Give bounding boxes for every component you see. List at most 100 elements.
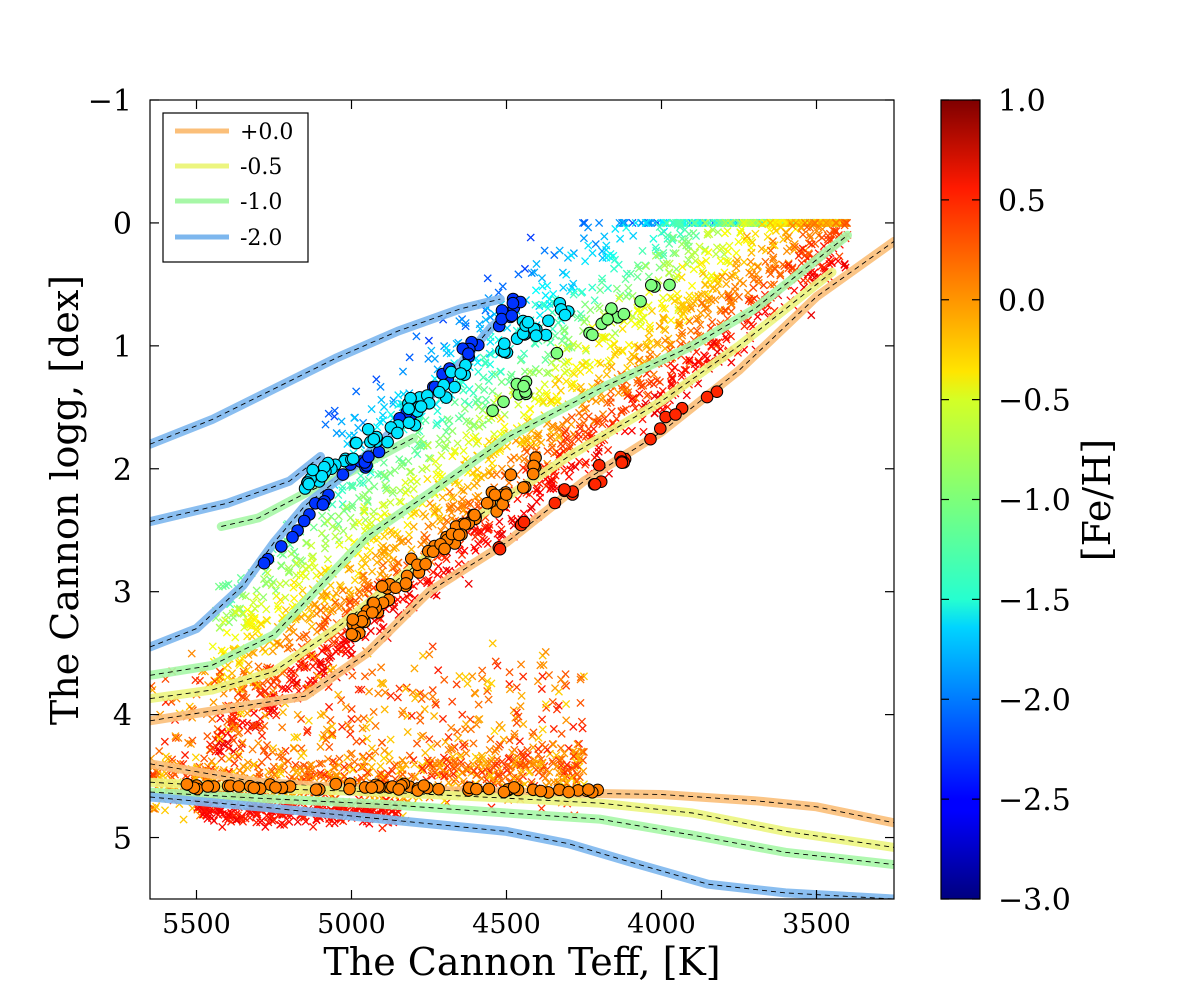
calibrator-point bbox=[329, 777, 343, 791]
scatter-point bbox=[378, 678, 387, 687]
scatter-point bbox=[542, 388, 551, 397]
scatter-point bbox=[685, 356, 694, 365]
scatter-point bbox=[665, 259, 674, 268]
scatter-point bbox=[753, 262, 762, 272]
scatter-point bbox=[595, 218, 604, 227]
scatter-point bbox=[702, 256, 711, 265]
calibrator-point bbox=[247, 781, 261, 795]
scatter-point bbox=[461, 673, 470, 682]
calibrator-point bbox=[526, 467, 540, 481]
scatter-point bbox=[435, 470, 444, 479]
scatter-point bbox=[397, 497, 406, 507]
scatter-point bbox=[570, 369, 579, 379]
scatter-point bbox=[232, 816, 241, 825]
scatter-point bbox=[362, 522, 371, 531]
scatter-point bbox=[262, 616, 271, 625]
scatter-point bbox=[559, 360, 569, 369]
scatter-point bbox=[468, 468, 477, 477]
scatter-point bbox=[598, 420, 607, 429]
scatter-point bbox=[272, 711, 281, 720]
scatter-point bbox=[658, 304, 667, 313]
scatter-point bbox=[544, 350, 553, 359]
scatter-point bbox=[670, 363, 679, 372]
scatter-point bbox=[555, 246, 564, 255]
scatter-point bbox=[531, 286, 541, 295]
scatter-point bbox=[485, 758, 494, 768]
scatter-point bbox=[660, 336, 670, 345]
scatter-point bbox=[445, 487, 454, 496]
scatter-point bbox=[566, 442, 575, 451]
scatter-point bbox=[631, 218, 640, 227]
scatter-point bbox=[358, 479, 368, 488]
calibrator-point bbox=[605, 302, 618, 315]
isochrone-line-3-branch bbox=[150, 456, 321, 523]
scatter-point bbox=[328, 757, 337, 766]
legend-entry-2: -1.0 bbox=[175, 190, 282, 215]
scatter-point bbox=[771, 264, 780, 273]
scatter-point bbox=[461, 318, 470, 328]
calibrator-point bbox=[542, 314, 555, 328]
scatter-point bbox=[677, 273, 686, 282]
scatter-point bbox=[453, 439, 462, 448]
scatter-point bbox=[458, 740, 468, 749]
colorbar-tick-label: −0.5 bbox=[998, 384, 1071, 419]
scatter-point bbox=[543, 447, 552, 456]
scatter-point bbox=[457, 485, 466, 495]
scatter-point bbox=[227, 817, 236, 826]
scatter-point bbox=[276, 820, 285, 829]
scatter-point bbox=[604, 445, 613, 455]
scatter-point bbox=[412, 332, 421, 341]
scatter-point bbox=[581, 404, 591, 413]
calibrator-point bbox=[517, 481, 530, 494]
scatter-point bbox=[516, 660, 526, 669]
calibrator-point bbox=[201, 780, 214, 793]
scatter-point bbox=[579, 747, 588, 757]
scatter-point bbox=[621, 275, 630, 284]
calibrator-point bbox=[399, 577, 413, 590]
scatter-point bbox=[662, 219, 672, 228]
scatter-point bbox=[634, 264, 643, 273]
scatter-point bbox=[510, 729, 519, 738]
scatter-point bbox=[568, 771, 577, 780]
scatter-point bbox=[458, 710, 467, 719]
scatter-point bbox=[314, 672, 323, 681]
scatter-point bbox=[348, 500, 357, 509]
scatter-point bbox=[560, 327, 569, 336]
scatter-point bbox=[747, 320, 756, 329]
scatter-point bbox=[328, 606, 337, 615]
scatter-point bbox=[250, 760, 259, 769]
scatter-point bbox=[505, 668, 514, 677]
scatter-point bbox=[571, 761, 580, 770]
scatter-point bbox=[540, 380, 549, 389]
scatter-point bbox=[606, 356, 615, 365]
scatter-point bbox=[421, 512, 430, 521]
scatter-point bbox=[234, 815, 243, 824]
scatter-point bbox=[478, 666, 487, 675]
scatter-point bbox=[557, 729, 566, 738]
calibrator-point bbox=[232, 780, 246, 793]
scatter-point bbox=[290, 733, 299, 742]
y-tick-label: 0 bbox=[113, 207, 132, 242]
scatter-point bbox=[621, 405, 630, 414]
scatter-point bbox=[581, 257, 590, 266]
scatter-point bbox=[431, 698, 440, 707]
scatter-point bbox=[362, 723, 371, 732]
scatter-point bbox=[671, 249, 680, 258]
scatter-point bbox=[628, 395, 637, 404]
scatter-point bbox=[564, 357, 573, 366]
scatter-point bbox=[638, 313, 648, 322]
scatter-point bbox=[683, 296, 692, 305]
scatter-point bbox=[525, 368, 534, 377]
scatter-point bbox=[309, 523, 318, 532]
scatter-point bbox=[673, 271, 682, 280]
scatter-point bbox=[675, 318, 685, 327]
scatter-point bbox=[747, 295, 756, 304]
scatter-point bbox=[340, 763, 349, 772]
scatter-point bbox=[322, 725, 331, 734]
scatter-point bbox=[670, 296, 679, 305]
scatter-point bbox=[433, 419, 442, 428]
scatter-point bbox=[575, 754, 584, 763]
scatter-point bbox=[475, 414, 484, 423]
scatter-point bbox=[573, 770, 582, 779]
scatter-point bbox=[223, 810, 232, 819]
